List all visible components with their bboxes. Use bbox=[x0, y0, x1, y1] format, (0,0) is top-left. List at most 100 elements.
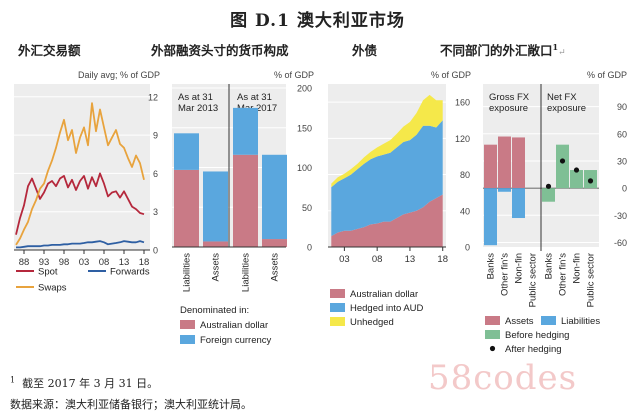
legend-label: Foreign currency bbox=[200, 335, 272, 346]
panel4-subtitle: 不同部门的外汇敞口1↵ bbox=[440, 41, 566, 58]
x-tick-label: 93 bbox=[39, 257, 50, 268]
legend-label: Hedged into AUD bbox=[350, 303, 424, 314]
x-category-label: Banks bbox=[486, 253, 497, 280]
panel-title: Net FX bbox=[547, 92, 577, 103]
x-tick-label: 13 bbox=[405, 254, 416, 265]
dot-after-hedging bbox=[545, 183, 552, 189]
y-tick-label: 80 bbox=[460, 170, 470, 180]
bar-assets bbox=[512, 137, 525, 189]
x-tick-label: 98 bbox=[59, 257, 70, 268]
y-tick-label: -30 bbox=[614, 211, 627, 221]
y-axis-unit-label: Daily avg; % of GDP bbox=[78, 70, 160, 80]
legend-label: Swaps bbox=[38, 283, 67, 294]
x-tick-label: 13 bbox=[119, 257, 130, 268]
y-tick-label: 40 bbox=[460, 206, 470, 216]
y-tick-label: 60 bbox=[617, 129, 627, 139]
x-category-label: Public sector bbox=[586, 253, 597, 307]
series-line-forwards bbox=[16, 240, 145, 249]
bar-australian-dollar bbox=[174, 169, 199, 247]
bar-before-hedging bbox=[570, 170, 583, 189]
legend-label: Australian dollar bbox=[200, 320, 268, 331]
dot-after-hedging bbox=[573, 167, 580, 173]
bar-assets bbox=[498, 136, 511, 189]
y-tick-label: 150 bbox=[297, 123, 312, 133]
series-line-swaps bbox=[15, 102, 145, 246]
bar-australian-dollar bbox=[233, 154, 258, 247]
footnote: 1 截至 2017 年 3 月 31 日。 bbox=[10, 375, 159, 390]
group-label: As at 31 bbox=[178, 92, 213, 103]
legend-swatch bbox=[489, 345, 496, 352]
x-category-label: Non-fin bbox=[514, 253, 525, 284]
legend-swatch bbox=[180, 320, 195, 329]
legend-label: Before hedging bbox=[505, 330, 569, 341]
group-label: Mar 2013 bbox=[178, 103, 218, 114]
y-tick-label: 9 bbox=[153, 131, 158, 141]
dot-after-hedging bbox=[587, 178, 594, 184]
x-category-label: Public sector bbox=[528, 253, 539, 307]
bar-foreign-currency bbox=[203, 171, 228, 242]
y-tick-label: 0 bbox=[307, 243, 312, 253]
legend-swatch bbox=[485, 330, 500, 339]
y-tick-label: 0 bbox=[622, 184, 627, 194]
legend-swatch bbox=[330, 303, 345, 312]
panel3-subtitle: 外债 bbox=[352, 43, 378, 58]
y-tick-label: 0 bbox=[153, 246, 158, 256]
bar-before-hedging bbox=[556, 144, 569, 189]
x-tick-label: 88 bbox=[19, 257, 30, 268]
x-tick-label: 18 bbox=[437, 254, 448, 265]
y-axis-unit-label: % of GDP bbox=[431, 70, 471, 80]
bar-foreign-currency bbox=[233, 107, 258, 155]
source-note: 数据来源：澳大利亚储备银行；澳大利亚统计局。 bbox=[10, 398, 252, 411]
legend-label: Spot bbox=[38, 267, 58, 278]
y-tick-label: 160 bbox=[455, 98, 470, 108]
area-australian-dollar bbox=[331, 194, 443, 247]
x-category-label: Non-fin bbox=[572, 253, 583, 284]
y-tick-label: 50 bbox=[302, 203, 312, 213]
panel1-subtitle: 外汇交易额 bbox=[18, 43, 81, 58]
legend-swatch bbox=[541, 316, 556, 325]
y-axis-unit-label: % of GDP bbox=[587, 70, 627, 80]
x-tick-label: 08 bbox=[99, 257, 110, 268]
x-tick-label: 08 bbox=[372, 254, 383, 265]
bar-assets bbox=[484, 144, 497, 189]
legend-label: Assets bbox=[505, 316, 534, 327]
x-category-label: Liabilities bbox=[241, 253, 252, 292]
y-tick-label: 120 bbox=[455, 134, 470, 144]
legend-label: After hedging bbox=[505, 344, 562, 355]
y-tick-label: -60 bbox=[614, 238, 627, 248]
legend-swatch bbox=[180, 335, 195, 344]
bar-foreign-currency bbox=[174, 133, 199, 170]
dot-after-hedging bbox=[559, 158, 566, 164]
watermark-text: 58codes bbox=[428, 358, 578, 398]
y-axis-unit-label: % of GDP bbox=[274, 70, 314, 80]
y-tick-label: 90 bbox=[617, 102, 627, 112]
panel-title: Gross FX bbox=[489, 92, 530, 103]
bar-before-hedging bbox=[542, 188, 555, 202]
foreign-debt-chart: % of GDP 0 40 80 120 160 03 08 13 18 Australian do… bbox=[328, 70, 471, 328]
x-category-label: Other fin's bbox=[500, 253, 511, 296]
y-tick-label: 0 bbox=[465, 243, 470, 253]
x-tick-label: 18 bbox=[139, 257, 150, 268]
y-tick-label: 30 bbox=[617, 156, 627, 166]
legend-label: Australian dollar bbox=[350, 289, 418, 300]
panel-title: exposure bbox=[489, 103, 528, 114]
area-hedged-into-aud bbox=[331, 120, 443, 237]
figure-title: 图 D.1 澳大利亚市场 bbox=[230, 11, 405, 31]
legend-title: Denominated in: bbox=[180, 305, 249, 316]
bar-liabilities bbox=[498, 188, 511, 192]
panel-title: exposure bbox=[547, 103, 586, 114]
x-category-label: Assets bbox=[211, 253, 222, 282]
y-tick-label: 100 bbox=[297, 163, 312, 173]
plot-background bbox=[14, 84, 150, 250]
bar-australian-dollar bbox=[203, 241, 228, 247]
legend-swatch bbox=[330, 317, 345, 326]
y-tick-label: 12 bbox=[148, 92, 158, 102]
series-line-spot bbox=[15, 172, 145, 235]
y-tick-label: 3 bbox=[153, 207, 158, 217]
x-category-label: Assets bbox=[270, 253, 281, 282]
legend-label: Forwards bbox=[110, 267, 150, 278]
x-tick-label: 03 bbox=[339, 254, 350, 265]
